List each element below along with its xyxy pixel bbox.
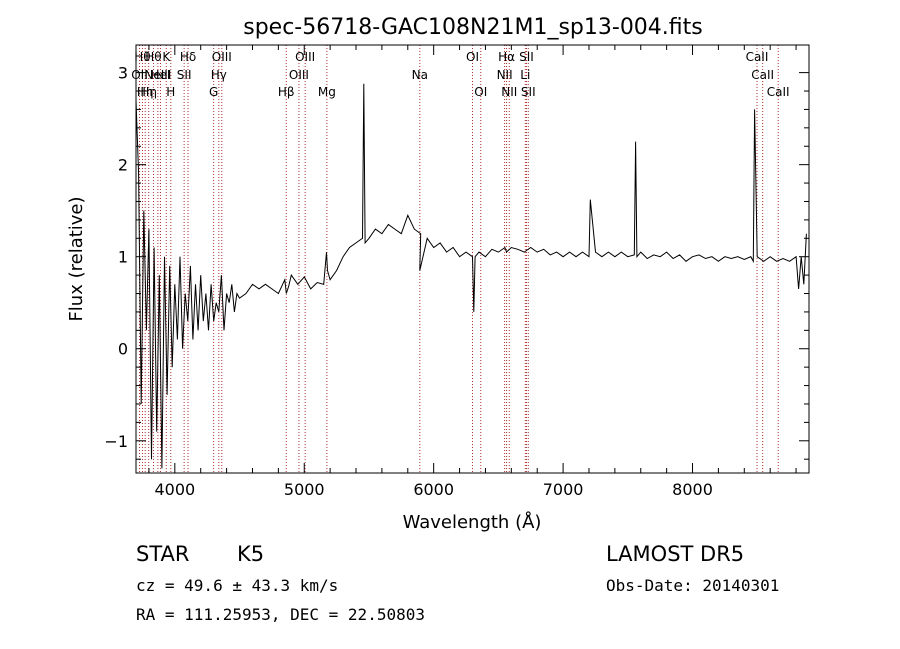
marker-label-21: NII xyxy=(497,68,513,82)
marker-label-24: Li xyxy=(520,68,530,82)
y-tick-label-3: 2 xyxy=(118,156,128,175)
y-axis-label: Flux (relative) xyxy=(66,196,87,321)
marker-label-29: CaII xyxy=(767,85,790,99)
marker-label-1: Hθ xyxy=(134,50,150,64)
line-markers xyxy=(138,45,779,473)
marker-label-22: Hα xyxy=(498,50,515,64)
x-axis-label: Wavelength (Å) xyxy=(403,511,542,533)
marker-label-23: NII xyxy=(501,85,517,99)
marker-label-7: K xyxy=(162,50,171,64)
marker-label-19: OI xyxy=(466,50,479,64)
marker-label-9: SII xyxy=(177,68,192,82)
y-tick-label-0: −1 xyxy=(104,432,128,451)
marker-label-4: Hθ xyxy=(145,50,161,64)
y-tick-label-2: 1 xyxy=(118,248,128,267)
line-marker-labels: OIIHθHηHηHθNeIIIHeIKHSIIHδGHγOIIIHβOIIIO… xyxy=(131,50,789,99)
marker-label-13: OIII xyxy=(212,50,232,64)
marker-label-10: Hδ xyxy=(180,50,196,64)
obs-date-text: Obs-Date: 20140301 xyxy=(606,576,779,595)
x-axis-ticks: 4000 5000 6000 7000 8000 xyxy=(148,45,797,499)
y-axis-ticks: −1 0 1 2 3 xyxy=(104,64,809,460)
x-tick-label-1: 5000 xyxy=(284,480,325,499)
plot-frame xyxy=(135,44,810,474)
marker-label-28: CaII xyxy=(751,68,774,82)
marker-label-17: Mg xyxy=(318,85,336,99)
marker-label-0: OII xyxy=(131,68,148,82)
marker-label-11: G xyxy=(209,85,218,99)
x-tick-label-0: 4000 xyxy=(154,480,195,499)
marker-label-26: SII xyxy=(521,85,536,99)
marker-label-3: Hη xyxy=(140,85,157,99)
redshift-text: cz = 49.6 ± 43.3 km/s xyxy=(136,576,338,595)
marker-label-12: Hγ xyxy=(211,68,227,82)
spectrum-line xyxy=(135,83,807,469)
survey-name: LAMOST DR5 xyxy=(606,542,744,566)
marker-label-16: OIII xyxy=(295,50,315,64)
y-tick-label-1: 0 xyxy=(118,340,128,359)
chart-title: spec-56718-GAC108N21M1_sp13-004.fits xyxy=(243,15,703,40)
marker-label-20: OI xyxy=(474,85,487,99)
marker-label-5: NeIII xyxy=(144,68,171,82)
marker-label-6: HeI xyxy=(150,68,170,82)
object-subclass: K5 xyxy=(237,542,264,566)
x-tick-label-4: 8000 xyxy=(672,480,713,499)
marker-label-15: OIII xyxy=(289,68,309,82)
marker-label-27: CaII xyxy=(746,50,769,64)
marker-label-8: H xyxy=(166,85,175,99)
y-tick-label-4: 3 xyxy=(118,64,128,83)
marker-label-18: Na xyxy=(412,68,428,82)
object-class: STAR xyxy=(136,542,189,566)
x-tick-label-3: 7000 xyxy=(543,480,584,499)
x-tick-label-2: 6000 xyxy=(413,480,454,499)
marker-label-2: Hη xyxy=(137,85,154,99)
marker-label-25: SII xyxy=(519,50,534,64)
coordinates-text: RA = 111.25953, DEC = 22.50803 xyxy=(136,605,425,624)
marker-label-14: Hβ xyxy=(278,85,295,99)
